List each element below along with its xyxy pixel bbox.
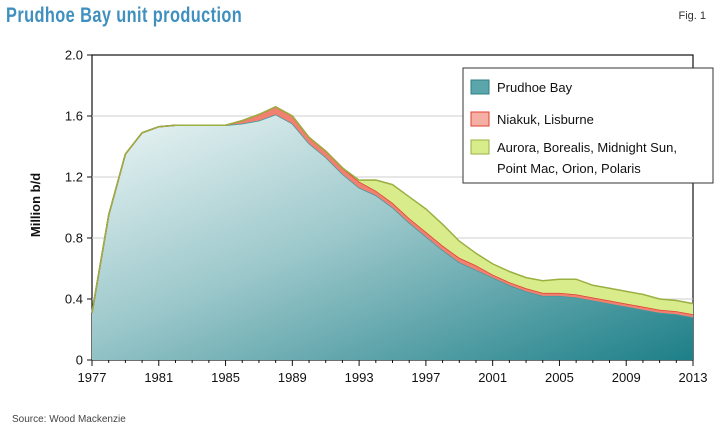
x-tick-label-1: 1981	[144, 370, 173, 385]
x-tick-label-0: 1977	[78, 370, 107, 385]
area-series	[91, 105, 694, 360]
y-tick-label-1: 0.4	[65, 292, 83, 307]
legend-label-2: Aurora, Borealis, Midnight Sun, Point Mac…	[497, 140, 677, 176]
y-tick-label-4: 1.6	[65, 109, 83, 124]
legend: Prudhoe Bay Niakuk, Lisburne Aurora, Borea…	[462, 67, 714, 184]
x-tick-label-9: 2013	[679, 370, 708, 385]
area-0	[92, 114, 693, 360]
legend-swatch-1	[470, 111, 490, 127]
y-tick-label-2: 0.8	[65, 231, 83, 246]
legend-label-line-1: Aurora, Borealis, Midnight Sun,	[497, 140, 677, 155]
source-note: Source: Wood Mackenzie	[12, 414, 126, 425]
axis-ticks: 0 0.4 0.8 1.2 1.6 2.0 1977 1981 1985 1989 1993 1997…	[65, 48, 708, 386]
legend-label-line-2: Point Mac, Orion, Polaris	[497, 161, 641, 176]
legend-label-0: Prudhoe Bay	[497, 80, 573, 95]
y-axis-label: Million b/d	[28, 173, 43, 237]
area-2	[92, 106, 693, 315]
x-tick-label-5: 1997	[411, 370, 440, 385]
chart-title: Prudhoe Bay unit production	[6, 4, 243, 27]
legend-label-1: Niakuk, Lisburne	[497, 112, 594, 127]
figure-number: Fig. 1	[678, 10, 706, 22]
x-tick-label-2: 1985	[211, 370, 240, 385]
legend-box	[462, 67, 714, 184]
x-tick-label-3: 1989	[278, 370, 307, 385]
y-tick-label-0: 0	[76, 353, 83, 368]
y-tick-label-3: 1.2	[65, 170, 83, 185]
area-edge-2	[91, 105, 694, 313]
legend-swatch-2	[470, 139, 490, 155]
y-tick-label-5: 2.0	[65, 48, 83, 63]
x-tick-label-8: 2009	[612, 370, 641, 385]
x-tick-label-7: 2005	[545, 370, 574, 385]
legend-swatch-0	[470, 79, 490, 95]
x-tick-label-6: 2001	[478, 370, 507, 385]
x-tick-label-4: 1993	[345, 370, 374, 385]
